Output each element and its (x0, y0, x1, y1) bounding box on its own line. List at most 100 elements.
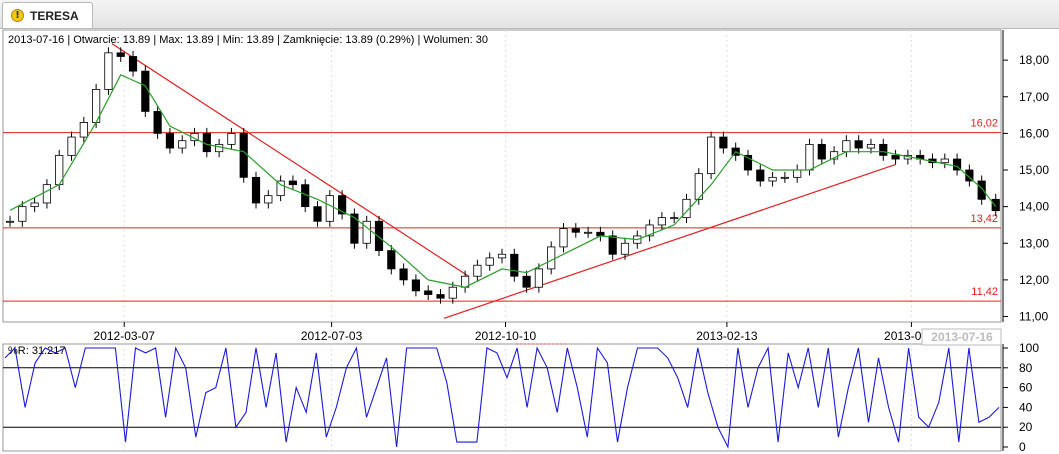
level-label: 16,02 (970, 118, 998, 130)
candle-body[interactable] (128, 56, 138, 72)
moving-average-line[interactable] (9, 74, 997, 288)
candle-body[interactable] (793, 169, 802, 178)
x-tick-label: 2012-10-10 (475, 329, 537, 343)
candle-body[interactable] (288, 180, 298, 186)
cursor-date-box (921, 328, 1002, 346)
candle-body[interactable] (153, 111, 162, 134)
price-y-tick-label: 13,00 (1019, 236, 1049, 250)
candle-body[interactable] (448, 286, 457, 299)
trend-line[interactable] (443, 163, 896, 319)
candle-body[interactable] (584, 231, 593, 234)
candle-body[interactable] (79, 122, 88, 138)
candle-body[interactable] (842, 140, 851, 153)
price-y-tick-label: 17,00 (1019, 90, 1049, 104)
oscillator-title: %R: 31.217 (8, 345, 65, 357)
candle-body[interactable] (620, 242, 630, 255)
price-y-tick-label: 14,00 (1019, 200, 1049, 214)
x-tick-label: 2013-02-13 (696, 329, 758, 343)
x-tick-label: 2012-03-07 (94, 329, 156, 343)
candle-body[interactable] (645, 224, 654, 237)
candle-body[interactable] (768, 176, 777, 182)
candle-body[interactable] (313, 206, 322, 222)
candle-body[interactable] (854, 140, 863, 149)
chart-panel[interactable]: 2013-07-16 | Otwarcie: 13.89 | Max: 13.8… (0, 28, 1059, 454)
williams-r-line[interactable] (4, 346, 1000, 449)
tab-teresa[interactable]: ! TERESA (2, 2, 93, 28)
oscillator-y-tick-label: 60 (1019, 381, 1033, 395)
candle-body[interactable] (510, 253, 519, 277)
price-y-tick-label: 16,00 (1019, 126, 1049, 140)
level-label: 13,42 (970, 213, 998, 225)
oscillator-y-tick-label: 100 (1019, 341, 1039, 355)
candle-body[interactable] (743, 154, 753, 171)
x-tick-label: 2012-07-03 (301, 329, 363, 343)
candle-body[interactable] (399, 268, 408, 281)
candle-body[interactable] (30, 202, 39, 208)
candle-body[interactable] (227, 132, 236, 145)
candle-body[interactable] (670, 217, 679, 220)
candle-body[interactable] (165, 132, 175, 149)
candle-body[interactable] (104, 52, 113, 90)
price-plot-area[interactable] (2, 29, 1002, 323)
candle-body[interactable] (952, 158, 962, 171)
candle-body[interactable] (67, 136, 76, 156)
price-y-tick-label: 11,00 (1019, 310, 1048, 324)
trend-line[interactable] (111, 43, 469, 277)
tab-bar: ! TERESA (0, 0, 1059, 29)
candle-body[interactable] (362, 220, 371, 244)
candle-body[interactable] (694, 173, 703, 200)
candle-body[interactable] (18, 206, 27, 222)
candle-body[interactable] (977, 180, 986, 200)
candle-body[interactable] (805, 143, 814, 171)
candle-body[interactable] (817, 143, 826, 160)
oscillator-y-tick-label: 0 (1019, 440, 1026, 454)
candle-body[interactable] (559, 228, 568, 248)
candle-body[interactable] (522, 275, 531, 288)
candle-body[interactable] (251, 176, 261, 204)
candle-body[interactable] (178, 140, 187, 149)
candle-body[interactable] (991, 198, 1000, 212)
candle-body[interactable] (706, 136, 716, 175)
candle-body[interactable] (116, 52, 125, 57)
candle-body[interactable] (965, 169, 974, 182)
candle-body[interactable] (497, 253, 507, 259)
candle-body[interactable] (436, 294, 445, 299)
candle-body[interactable] (387, 250, 396, 270)
oscillator-plot-area[interactable] (2, 343, 1002, 452)
candle-body[interactable] (276, 180, 285, 197)
cursor-date-label: 2013-07-16 (931, 330, 993, 344)
candle-body[interactable] (940, 158, 949, 164)
info-line: 2013-07-16 | Otwarcie: 13.89 | Max: 13.8… (8, 34, 488, 46)
candle-body[interactable] (5, 220, 15, 223)
candle-body[interactable] (264, 195, 273, 204)
candle-body[interactable] (338, 195, 347, 215)
price-y-tick-label: 15,00 (1019, 163, 1049, 177)
candle-body[interactable] (657, 217, 666, 226)
candle-body[interactable] (215, 143, 224, 153)
candle-body[interactable] (424, 290, 433, 295)
candle-body[interactable] (374, 220, 384, 251)
candle-body[interactable] (866, 143, 876, 149)
price-y-tick-label: 12,00 (1019, 273, 1049, 287)
candle-body[interactable] (473, 264, 482, 277)
candle-body[interactable] (239, 132, 248, 178)
candle-body[interactable] (534, 268, 543, 288)
candle-body[interactable] (411, 279, 420, 292)
oscillator-y-tick-label: 80 (1019, 361, 1033, 375)
tab-label: TERESA (30, 9, 79, 23)
candle-body[interactable] (879, 143, 888, 156)
candle-body[interactable] (547, 246, 556, 270)
candle-body[interactable] (756, 169, 765, 182)
candle-body[interactable] (350, 213, 359, 244)
candle-body[interactable] (719, 136, 728, 149)
candle-body[interactable] (42, 184, 52, 204)
candle-body[interactable] (141, 70, 150, 112)
candle-body[interactable] (682, 198, 691, 219)
candle-body[interactable] (780, 176, 789, 179)
candle-body[interactable] (571, 228, 580, 233)
candle-body[interactable] (608, 235, 617, 255)
candle-body[interactable] (325, 195, 334, 222)
price-y-tick-label: 18,00 (1019, 53, 1049, 67)
candle-body[interactable] (891, 154, 900, 160)
candle-body[interactable] (485, 257, 494, 266)
